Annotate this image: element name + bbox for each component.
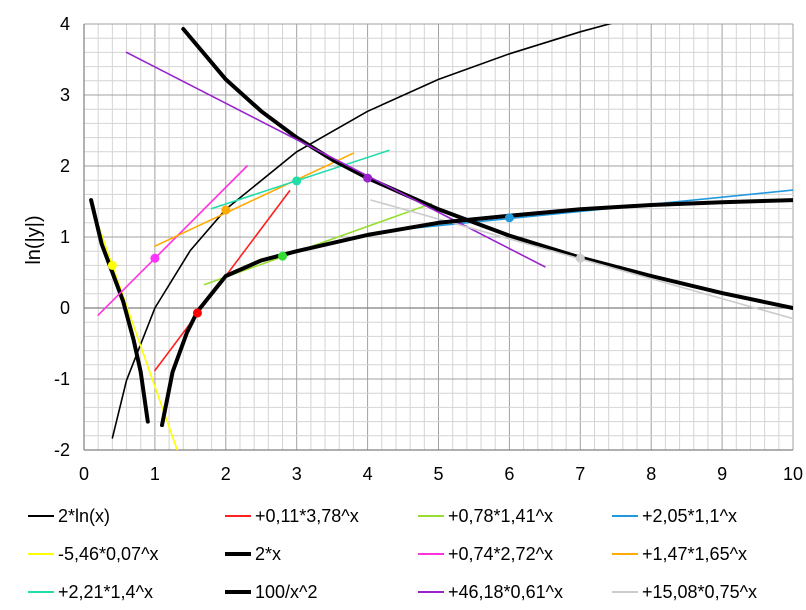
legend-item: +2,05*1,1^x <box>612 506 737 526</box>
y-axis-label: ln(|y|) <box>23 215 45 264</box>
x-tick-label: 2 <box>221 464 231 484</box>
tangent-point-2 <box>192 308 202 318</box>
tangent-point-3 <box>221 205 231 215</box>
legend-item: +1,47*1,65^x <box>612 544 747 564</box>
y-tick-label: -1 <box>54 369 70 389</box>
x-tick-label: 10 <box>783 464 803 484</box>
tangent-point-8 <box>575 253 585 263</box>
tangent-point-4 <box>278 251 288 261</box>
y-tick-label: -2 <box>54 440 70 460</box>
legend-label: +0,74*2,72^x <box>448 544 553 564</box>
legend-label: 100/x^2 <box>255 582 318 602</box>
tangent-points <box>107 173 585 318</box>
legend-item: +15,08*0,75^x <box>612 582 757 602</box>
x-tick-label: 6 <box>504 464 514 484</box>
legend-label: 2*x <box>255 544 281 564</box>
legend-label: +46,18*0,61^x <box>448 582 563 602</box>
y-tick-label: 4 <box>60 14 70 34</box>
x-tick-label: 7 <box>575 464 585 484</box>
grid <box>83 23 794 451</box>
series-6 <box>97 165 248 316</box>
legend-label: +0,78*1,41^x <box>448 506 553 526</box>
series-9 <box>181 27 793 310</box>
y-tick-label: 2 <box>60 156 70 176</box>
legend-item: +0,74*2,72^x <box>418 544 553 564</box>
y-tick-label: 3 <box>60 85 70 105</box>
x-tick-label: 0 <box>79 464 89 484</box>
legend-label: +2,05*1,1^x <box>642 506 737 526</box>
legend-item: 2*x <box>225 544 281 564</box>
x-tick-label: 1 <box>150 464 160 484</box>
legend-label: +0,11*3,78^x <box>255 506 359 526</box>
series-2 <box>203 202 433 286</box>
series-4 <box>90 204 179 450</box>
x-tick-label: 8 <box>646 464 656 484</box>
legend-item: +2,21*1,4^x <box>28 582 153 602</box>
series-7 <box>154 152 355 247</box>
legend-label: -5,46*0,07^x <box>58 544 159 564</box>
y-tick-label: 0 <box>60 298 70 318</box>
series-layer <box>89 24 793 450</box>
series-10 <box>125 51 546 268</box>
legend-label: +2,21*1,4^x <box>58 582 153 602</box>
x-tick-label: 3 <box>292 464 302 484</box>
legend-item: -5,46*0,07^x <box>28 544 159 564</box>
tangent-point-0 <box>107 260 117 270</box>
series-0 <box>111 24 613 439</box>
legend-label: +15,08*0,75^x <box>642 582 757 602</box>
legend-item: +0,78*1,41^x <box>418 506 553 526</box>
x-tick-label: 4 <box>363 464 373 484</box>
legend-item: +46,18*0,61^x <box>418 582 563 602</box>
legend-item: 100/x^2 <box>225 582 318 602</box>
series-5 <box>89 198 150 424</box>
x-tick-label: 5 <box>433 464 443 484</box>
tangent-point-1 <box>150 253 160 263</box>
legend: 2*ln(x) +0,11*3,78^x +0,78*1,41^x +2,05*1,1… <box>28 506 757 602</box>
tangent-point-6 <box>363 173 373 183</box>
legend-label: +1,47*1,65^x <box>642 544 747 564</box>
y-tick-label: 1 <box>60 227 70 247</box>
bold-curve-0 <box>160 198 793 428</box>
tangent-point-5 <box>292 176 302 186</box>
tangent-point-7 <box>504 213 514 223</box>
legend-item: +0,11*3,78^x <box>225 506 359 526</box>
x-tick-label: 9 <box>717 464 727 484</box>
legend-item: 2*ln(x) <box>28 506 110 526</box>
legend-label: 2*ln(x) <box>58 506 110 526</box>
